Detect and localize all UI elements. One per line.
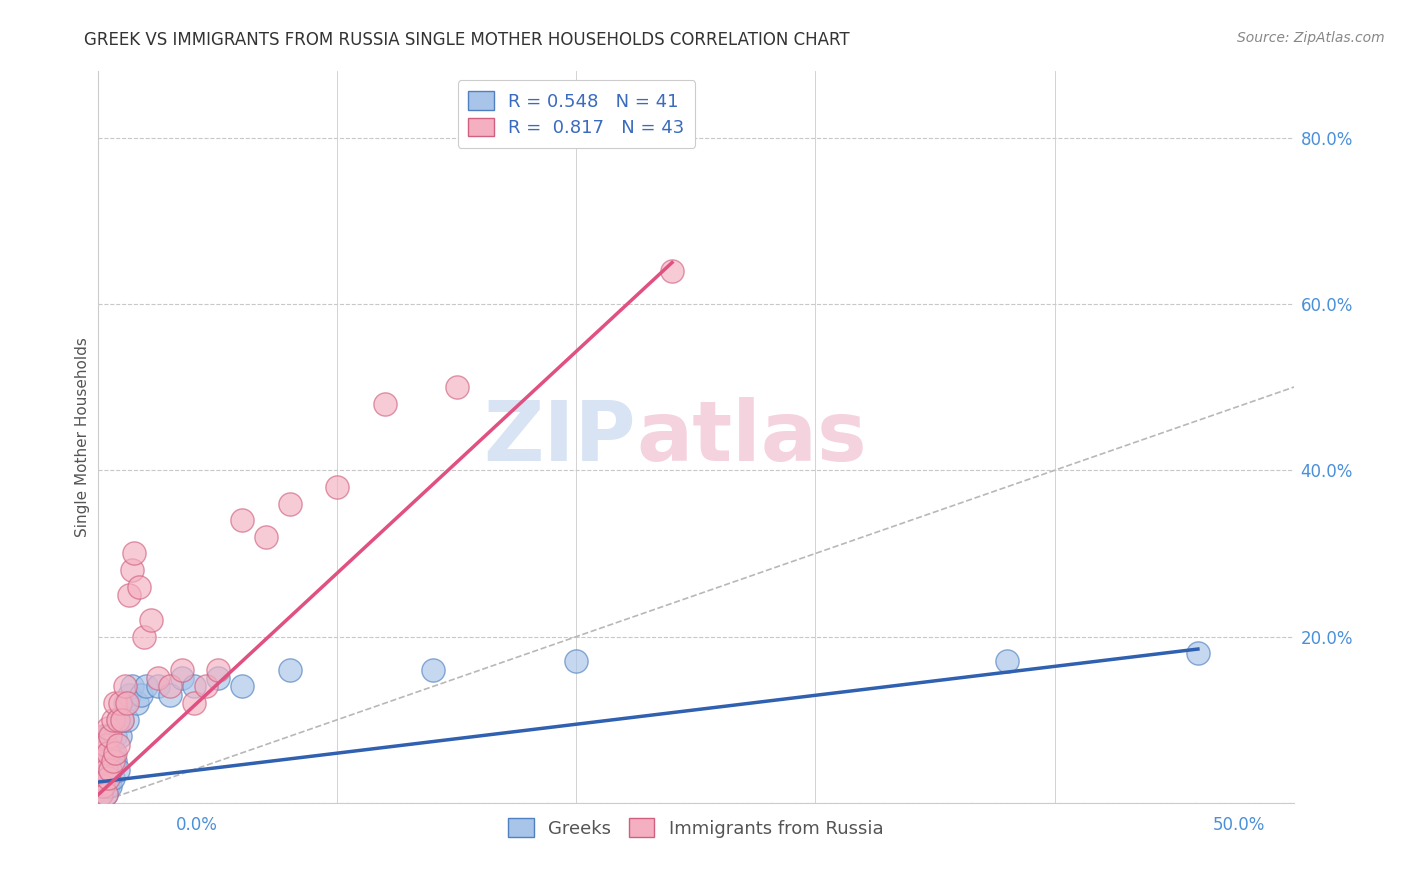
Point — [91, 754, 114, 768]
Point — [231, 680, 253, 694]
Point — [121, 563, 143, 577]
Point — [172, 671, 194, 685]
Point — [104, 696, 127, 710]
Point — [94, 738, 117, 752]
Point — [172, 663, 194, 677]
Point — [183, 680, 205, 694]
Point — [115, 696, 138, 710]
Legend: Greeks, Immigrants from Russia: Greeks, Immigrants from Russia — [501, 811, 891, 845]
Point — [131, 688, 153, 702]
Point — [124, 546, 146, 560]
Point — [183, 696, 205, 710]
Point — [108, 696, 131, 710]
Point — [132, 630, 155, 644]
Point — [107, 713, 129, 727]
Point — [111, 713, 134, 727]
Point — [107, 738, 129, 752]
Point — [114, 680, 136, 694]
Point — [101, 754, 124, 768]
Text: 0.0%: 0.0% — [176, 816, 218, 834]
Point — [97, 729, 120, 743]
Point — [422, 663, 444, 677]
Point — [148, 671, 170, 685]
Point — [98, 763, 122, 777]
Point — [135, 680, 157, 694]
Point — [108, 729, 131, 743]
Point — [125, 696, 148, 710]
Point — [661, 264, 683, 278]
Text: ZIP: ZIP — [484, 397, 637, 477]
Point — [104, 754, 127, 768]
Point — [148, 680, 170, 694]
Point — [98, 738, 122, 752]
Point — [139, 613, 162, 627]
Point — [118, 688, 141, 702]
Point — [91, 779, 114, 793]
Point — [231, 513, 253, 527]
Point — [111, 713, 134, 727]
Text: GREEK VS IMMIGRANTS FROM RUSSIA SINGLE MOTHER HOUSEHOLDS CORRELATION CHART: GREEK VS IMMIGRANTS FROM RUSSIA SINGLE M… — [84, 31, 851, 49]
Point — [104, 746, 127, 760]
Y-axis label: Single Mother Households: Single Mother Households — [75, 337, 90, 537]
Point — [565, 655, 588, 669]
Point — [94, 729, 117, 743]
Point — [98, 763, 122, 777]
Point — [195, 680, 218, 694]
Point — [97, 771, 120, 785]
Point — [118, 588, 141, 602]
Point — [97, 721, 120, 735]
Point — [207, 663, 229, 677]
Point — [446, 380, 468, 394]
Point — [94, 771, 117, 785]
Point — [90, 771, 112, 785]
Point — [101, 771, 124, 785]
Point — [278, 497, 301, 511]
Point — [91, 763, 114, 777]
Point — [91, 729, 114, 743]
Text: atlas: atlas — [637, 397, 868, 477]
Point — [101, 713, 124, 727]
Point — [94, 754, 117, 768]
Point — [90, 788, 112, 802]
Point — [94, 763, 117, 777]
Text: 50.0%: 50.0% — [1213, 816, 1265, 834]
Point — [121, 680, 143, 694]
Point — [995, 655, 1018, 669]
Point — [94, 788, 117, 802]
Point — [90, 788, 112, 802]
Point — [159, 680, 181, 694]
Point — [90, 771, 112, 785]
Point — [374, 397, 396, 411]
Text: Source: ZipAtlas.com: Source: ZipAtlas.com — [1237, 31, 1385, 45]
Point — [254, 530, 277, 544]
Point — [115, 713, 138, 727]
Point — [97, 779, 120, 793]
Point — [104, 729, 127, 743]
Point — [97, 754, 120, 768]
Point — [91, 746, 114, 760]
Point — [1187, 646, 1209, 660]
Point — [207, 671, 229, 685]
Point — [91, 779, 114, 793]
Point — [128, 580, 150, 594]
Point — [114, 696, 136, 710]
Point — [326, 480, 349, 494]
Point — [98, 729, 122, 743]
Point — [90, 746, 112, 760]
Point — [98, 779, 122, 793]
Point — [101, 746, 124, 760]
Point — [94, 788, 117, 802]
Point — [107, 763, 129, 777]
Point — [278, 663, 301, 677]
Point — [97, 746, 120, 760]
Point — [159, 688, 181, 702]
Point — [107, 713, 129, 727]
